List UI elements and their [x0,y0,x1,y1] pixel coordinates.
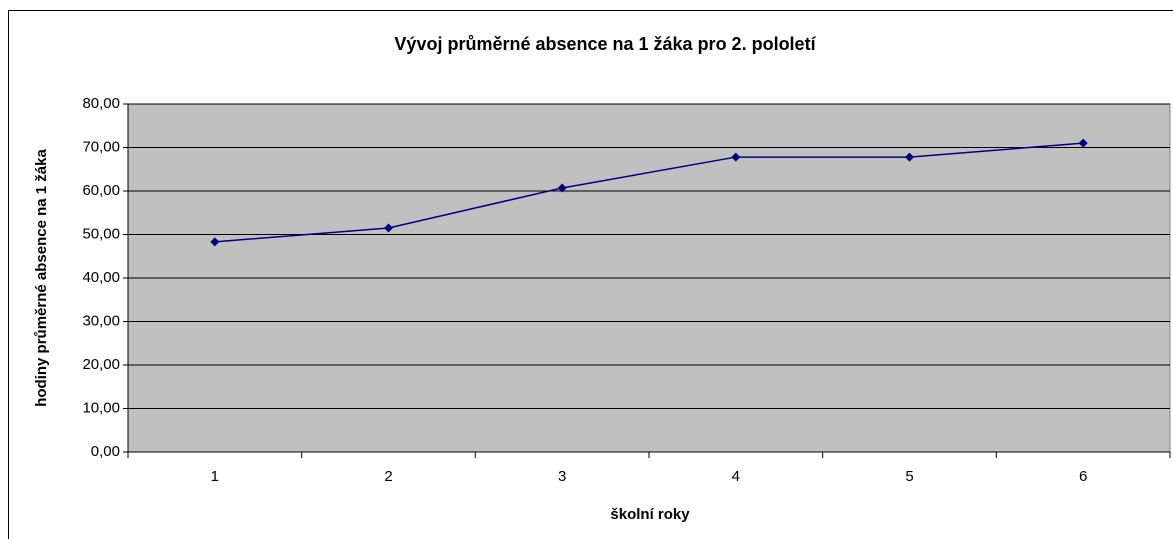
series-line [214,142,1084,243]
y-tick-label: 70,00 [82,138,120,155]
y-tick-label: 60,00 [82,182,120,199]
x-axis-title: školní roky [610,506,690,523]
x-tick-label: 3 [558,468,566,485]
y-tick-label: 20,00 [82,356,120,373]
marker [557,183,567,193]
marker [210,237,220,247]
y-tick-label: 50,00 [82,225,120,242]
x-tick-label: 6 [1079,468,1087,485]
x-tick-label: 5 [905,468,913,485]
y-tick-label: 0,00 [91,443,120,460]
chart-title: Vývoj průměrné absence na 1 žáka pro 2. … [394,34,816,54]
marker [905,152,914,162]
marker [1078,138,1088,148]
marker [384,223,393,233]
y-tick-label: 80,00 [82,95,120,112]
x-tick-label: 1 [211,468,219,485]
y-tick-label: 10,00 [82,399,120,416]
x-tick-label: 4 [732,468,740,485]
x-tick-label: 2 [384,468,392,485]
marker [731,152,741,162]
y-axis-title: hodiny průměrné absence na 1 žáka [33,149,50,407]
y-tick-label: 40,00 [82,269,120,286]
y-tick-label: 30,00 [82,312,120,329]
